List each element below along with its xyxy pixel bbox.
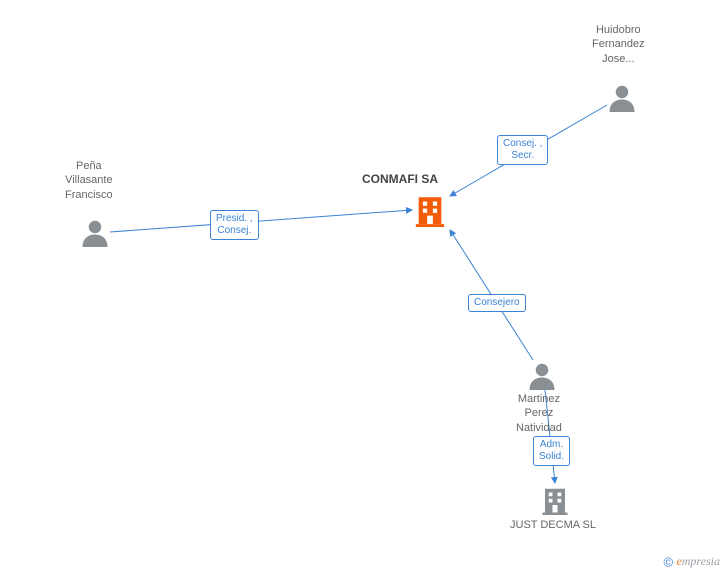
edge-label: Consej. , Secr.	[497, 135, 548, 165]
person-icon	[607, 82, 637, 117]
node-label-justdecma: JUST DECMA SL	[510, 518, 596, 532]
edge-label: Adm. Solid.	[533, 436, 570, 466]
node-label-pena: Peña Villasante Francisco	[65, 159, 113, 202]
building-icon	[413, 193, 447, 232]
edge-label: Consejero	[468, 294, 526, 312]
copyright-symbol: ©	[664, 554, 674, 569]
edge-label: Presid. , Consej.	[210, 210, 259, 240]
node-label-huidobro: Huidobro Fernandez Jose...	[592, 23, 645, 66]
person-icon	[527, 360, 557, 395]
building-icon	[540, 485, 570, 520]
footer-attribution: © empresia	[664, 554, 721, 569]
node-label-conmafi: CONMAFI SA	[362, 172, 438, 188]
brand-rest: mpresia	[682, 554, 720, 568]
node-label-martinez: Martinez Perez Natividad	[516, 392, 562, 435]
person-icon	[80, 217, 110, 252]
